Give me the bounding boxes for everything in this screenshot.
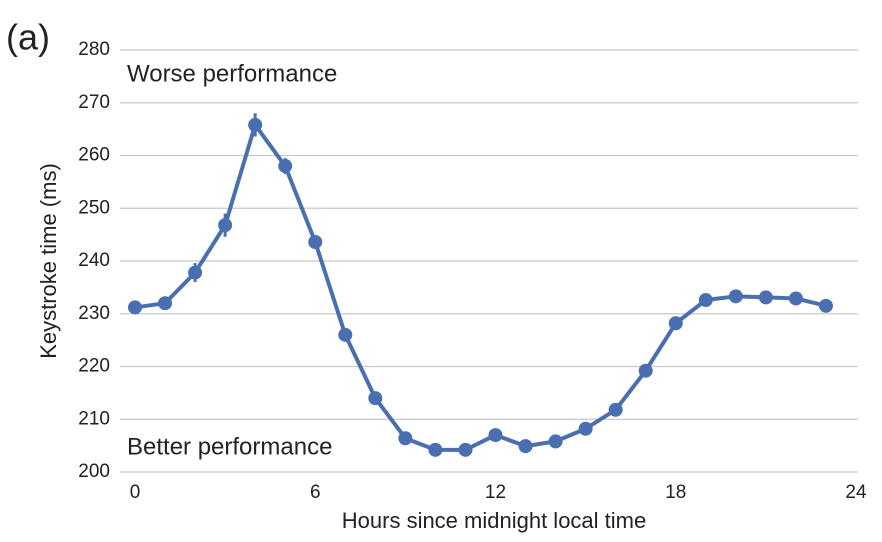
data-point (548, 434, 563, 449)
data-point (218, 218, 233, 233)
y-tick-label: 220 (78, 356, 110, 377)
data-point (488, 428, 503, 443)
annotation: Better performance (127, 433, 332, 460)
data-point (188, 265, 203, 280)
data-point (818, 298, 833, 313)
data-point (728, 289, 743, 304)
data-point (668, 316, 683, 331)
data-point (608, 402, 623, 417)
y-axis-label: Keystroke time (ms) (36, 163, 61, 359)
data-point (788, 291, 803, 306)
data-point (578, 421, 593, 436)
y-tick-label: 230 (78, 303, 110, 324)
data-point (428, 442, 443, 457)
x-tick-label: 6 (310, 482, 321, 503)
y-tick-label: 250 (78, 197, 110, 218)
x-tick-label: 24 (845, 482, 867, 503)
data-point (128, 300, 142, 315)
data-point (338, 327, 353, 342)
y-tick-label: 260 (78, 145, 110, 166)
y-tick-label: 210 (78, 408, 110, 429)
data-point (398, 431, 413, 446)
x-tick-label: 18 (665, 482, 686, 503)
annotation: Worse performance (127, 60, 337, 87)
data-point (698, 293, 713, 308)
x-axis-label: Hours since midnight local time (342, 508, 646, 533)
data-point (248, 117, 263, 132)
data-point (158, 296, 173, 311)
panel-label: (a) (6, 17, 50, 58)
data-point (278, 159, 293, 174)
data-point (758, 290, 773, 305)
data-line (134, 122, 827, 452)
data-point (368, 391, 383, 406)
y-tick-label: 270 (78, 92, 110, 113)
data-point (308, 235, 323, 250)
data-point (518, 439, 533, 454)
y-tick-label: 200 (78, 461, 110, 482)
data-point (458, 442, 473, 457)
data-point (638, 363, 653, 378)
x-tick-label: 0 (130, 482, 141, 503)
x-tick-label: 12 (485, 482, 506, 503)
y-tick-label: 280 (78, 39, 110, 60)
y-tick-label: 240 (78, 250, 110, 271)
